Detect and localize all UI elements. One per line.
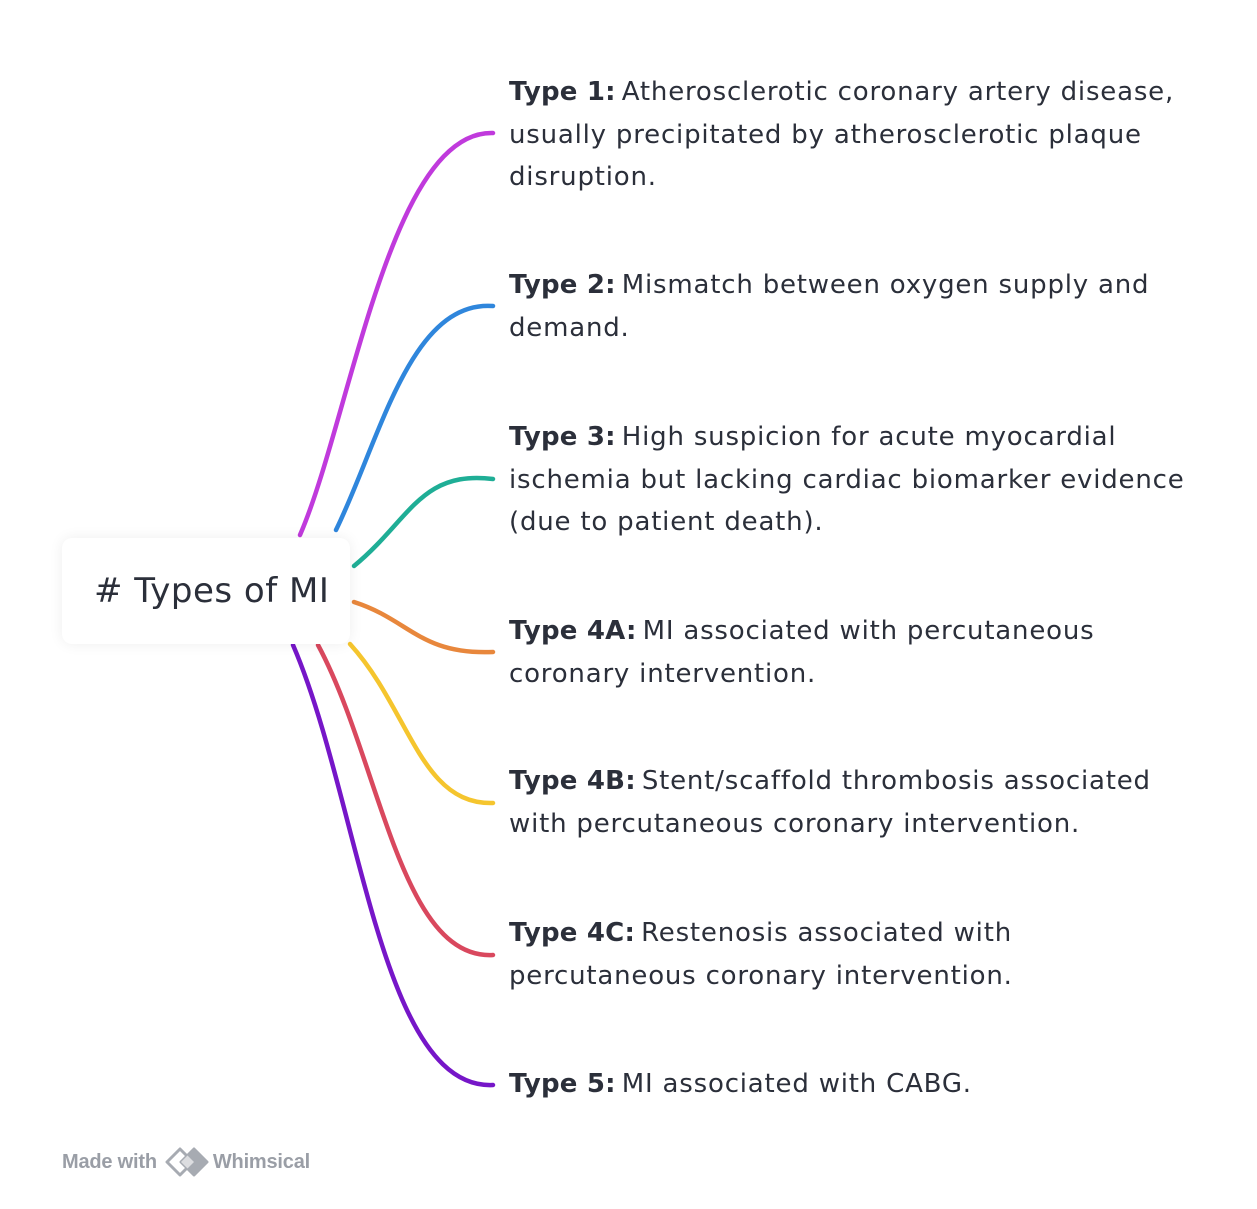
branch-description: Restenosis associated with percutaneous …	[509, 918, 1013, 991]
branch-description: Stent/scaffold thrombosis associated wit…	[509, 766, 1151, 839]
branch-type-1[interactable]: Type 1: Atherosclerotic coronary artery d…	[509, 71, 1189, 199]
connector-type-3	[351, 475, 496, 569]
branch-type-label: Type 2:	[509, 270, 616, 300]
made-with-whimsical-badge[interactable]: Made with Whimsical	[62, 1142, 310, 1182]
branch-type-3[interactable]: Type 3: High suspicion for acute myocardi…	[509, 416, 1189, 544]
whimsical-brand-label: Whimsical	[212, 1150, 310, 1173]
branch-description: MI associated with percutaneous coronary…	[509, 616, 1095, 689]
branch-type-label: Type 1:	[509, 77, 616, 107]
branch-type-4c[interactable]: Type 4C: Restenosis associated with percu…	[509, 912, 1189, 997]
branch-type-2[interactable]: Type 2: Mismatch between oxygen supply an…	[509, 264, 1189, 349]
branch-description: Mismatch between oxygen supply and deman…	[509, 270, 1150, 343]
branch-type-label: Type 4C:	[509, 918, 636, 948]
connector-type-4a	[351, 599, 496, 655]
branch-description: Atherosclerotic coronary artery disease,…	[509, 77, 1175, 192]
branch-description: MI associated with CABG.	[621, 1069, 972, 1099]
branch-description: High suspicion for acute myocardial isch…	[509, 422, 1185, 537]
root-label: # Types of MI	[94, 571, 330, 611]
branch-type-label: Type 4B:	[509, 766, 636, 796]
branch-type-4b[interactable]: Type 4B: Stent/scaffold thrombosis associ…	[509, 760, 1189, 845]
connector-type-4b	[347, 641, 496, 806]
whimsical-logo-icon	[165, 1147, 209, 1177]
branch-type-label: Type 4A:	[509, 616, 637, 646]
connector-type-1	[297, 130, 496, 538]
branch-type-4a[interactable]: Type 4A: MI associated with percutaneous …	[509, 610, 1189, 695]
root-node[interactable]: # Types of MI	[62, 538, 350, 644]
made-with-label: Made with	[62, 1150, 157, 1173]
branch-type-5[interactable]: Type 5: MI associated with CABG.	[509, 1063, 1189, 1106]
connector-type-2	[333, 303, 496, 533]
branch-type-label: Type 3:	[509, 422, 616, 452]
connector-type-5	[290, 642, 496, 1088]
branch-type-label: Type 5:	[509, 1069, 616, 1099]
connector-type-4c	[315, 642, 496, 958]
